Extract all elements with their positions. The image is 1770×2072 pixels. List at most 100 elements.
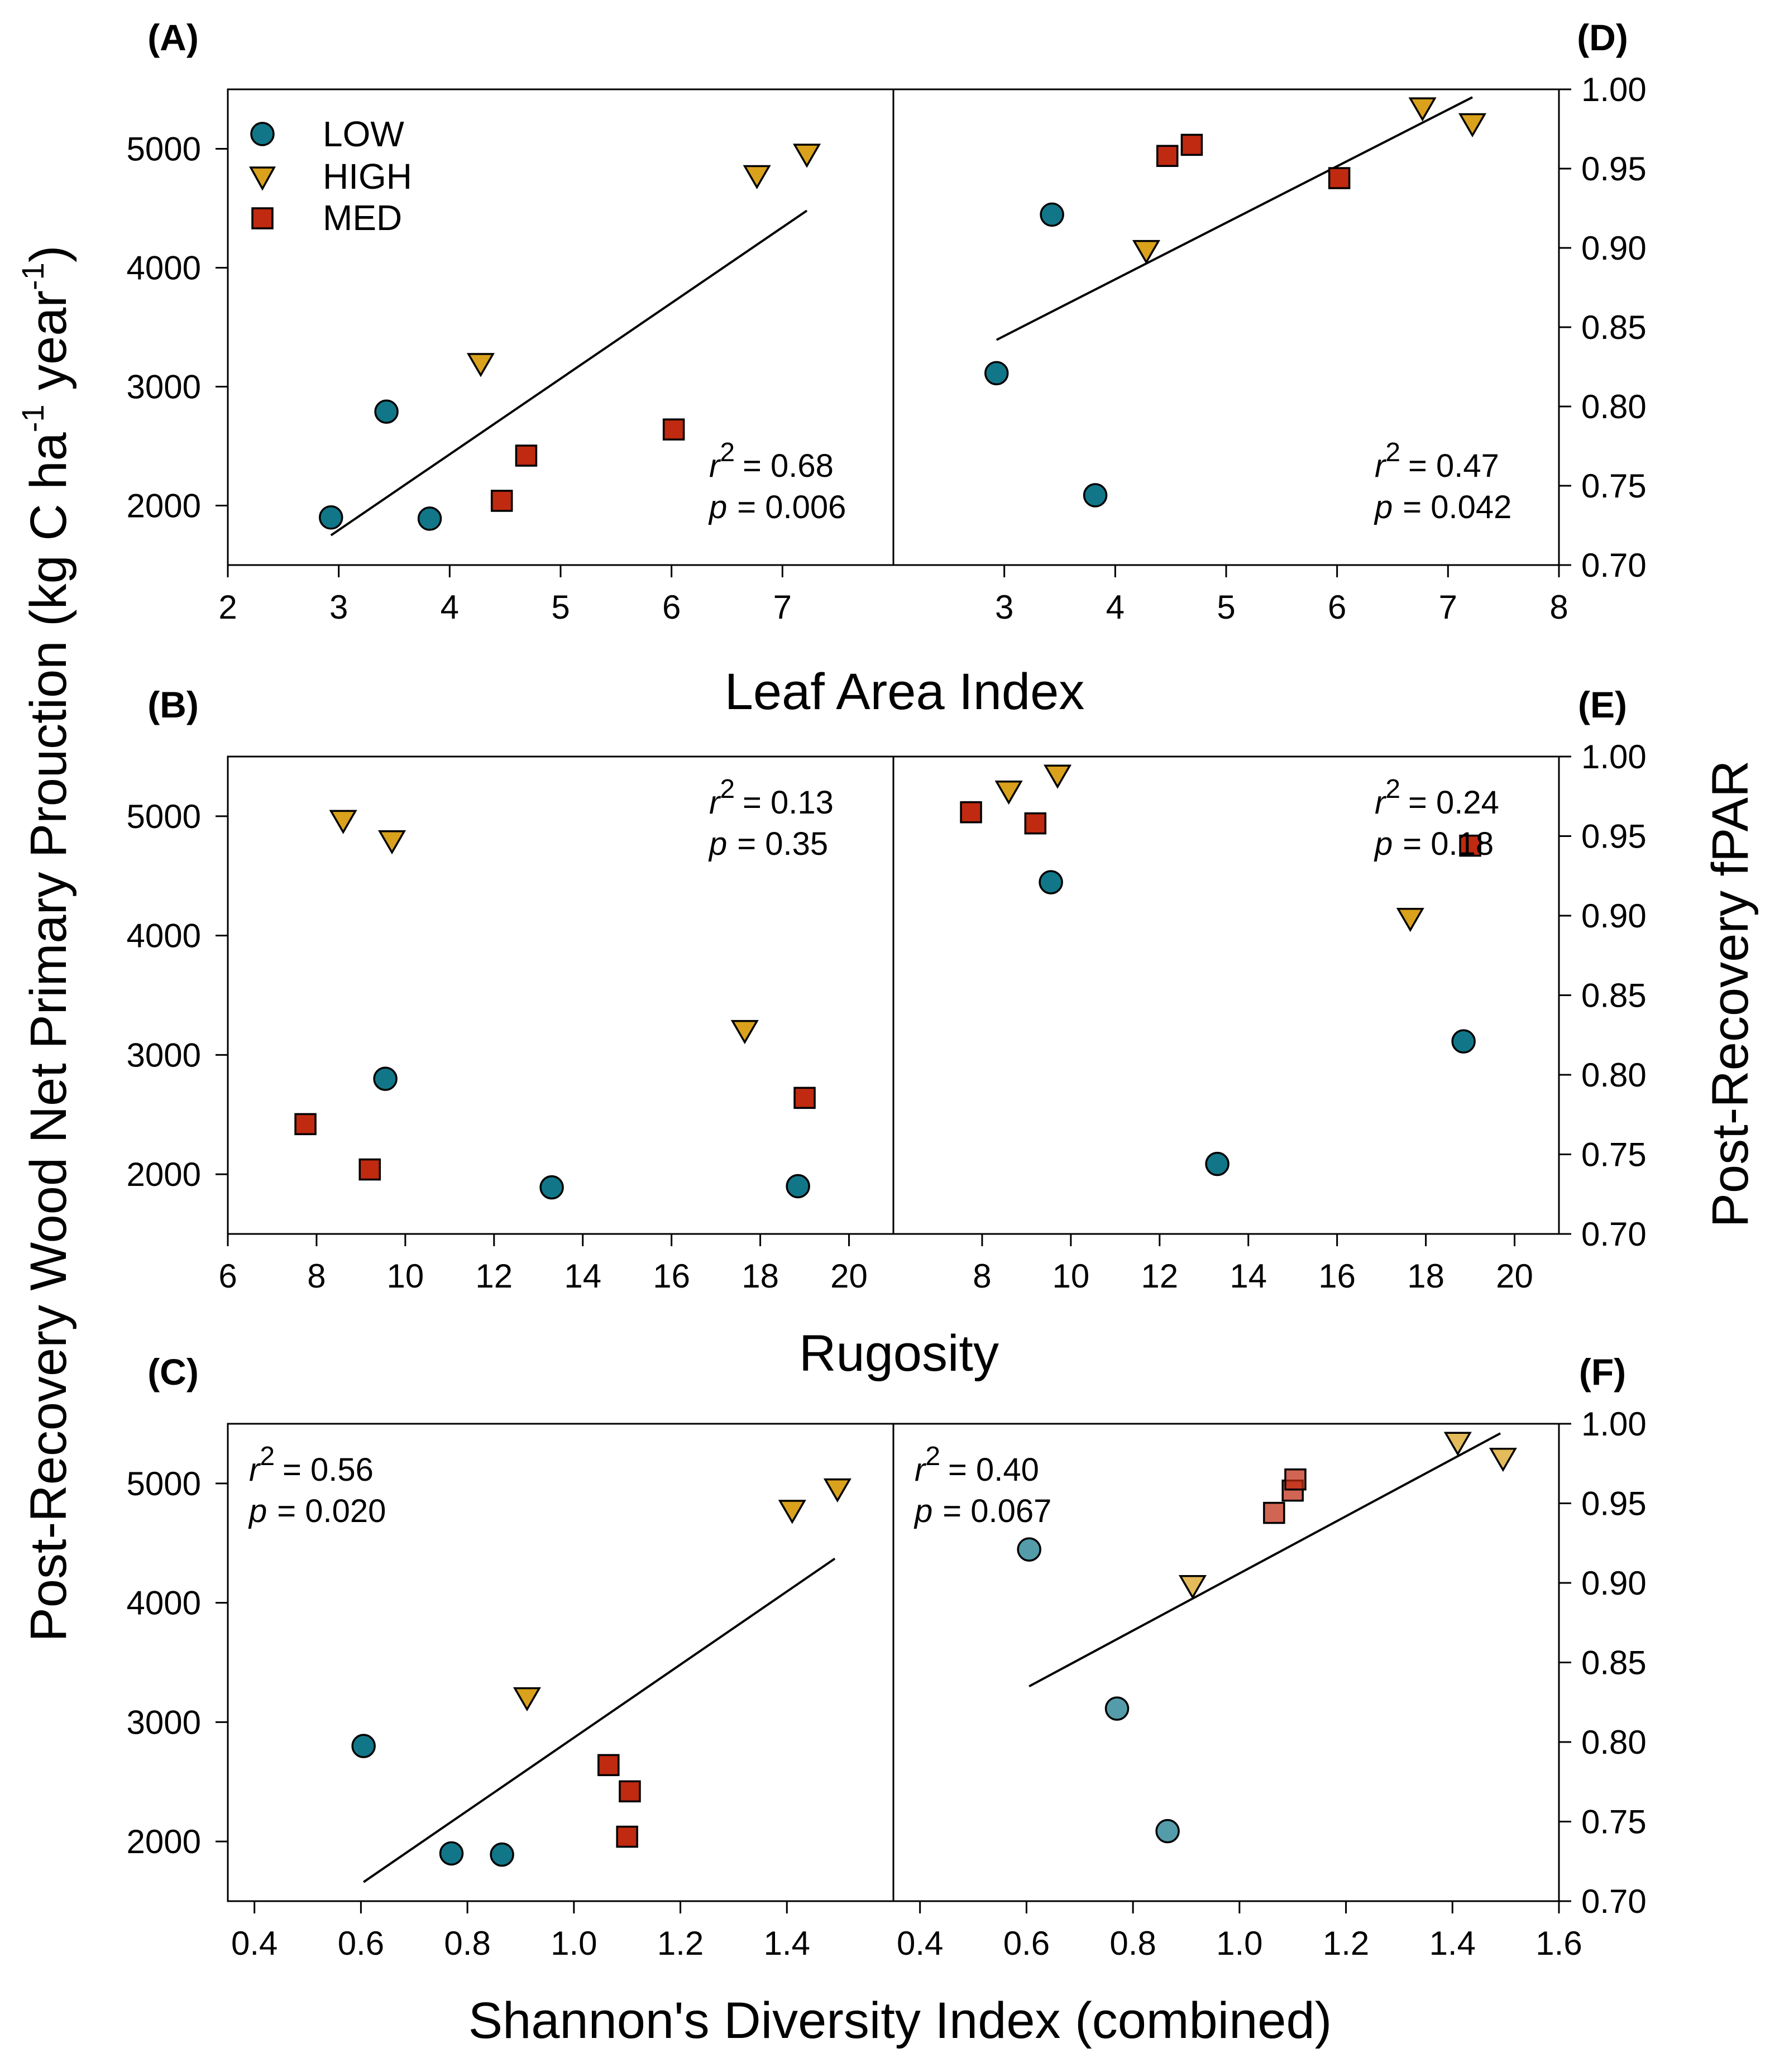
x-tick-label: 20 — [830, 1257, 868, 1295]
x-tick-label: 5 — [1217, 588, 1235, 626]
y-tick-label: 4000 — [127, 1585, 201, 1622]
point-high — [513, 1687, 541, 1712]
point-low — [1039, 870, 1063, 894]
y-tick-label: 0.95 — [1581, 1485, 1647, 1523]
point-med — [960, 801, 982, 824]
x-tick-label: 4 — [1106, 588, 1125, 626]
point-high — [778, 1500, 806, 1524]
x-tick-label: 18 — [1407, 1257, 1444, 1295]
legend-marker-low — [250, 122, 275, 146]
x-tick-label: 10 — [1052, 1257, 1089, 1295]
x-tick-label: 3 — [995, 588, 1013, 626]
panel-e: (E) 8 10 12 14 16 18 20 0.70 0.75 0.80 0.85 0.90 0.95… — [960, 684, 1647, 1295]
y-tick-label: 1.00 — [1581, 1405, 1647, 1443]
y-tick-label: 0.90 — [1581, 229, 1647, 267]
panel-label: (E) — [1578, 684, 1627, 725]
point-high — [1489, 1447, 1517, 1472]
y-axis-label-left: Post-Recovery Wood Net Primary Prouction… — [15, 246, 77, 1642]
y-tick-label: 0.80 — [1581, 1056, 1647, 1094]
r-squared-label: r2 = 0.40 — [915, 1442, 1039, 1488]
legend-label-med: MED — [323, 198, 402, 238]
x-tick-label: 1.6 — [1535, 1925, 1582, 1962]
x-tick-label: 0.4 — [231, 1925, 278, 1962]
point-low — [439, 1841, 464, 1866]
panel-f: (F) 0.4 0.6 0.8 1.0 1.2 1.4 1.6 0.70 0.75 0.80 0.85… — [897, 1351, 1647, 1962]
x-tick-label: 2 — [218, 588, 237, 626]
point-med — [490, 490, 513, 512]
y-tick-label: 0.70 — [1581, 1216, 1647, 1253]
point-low — [1083, 483, 1108, 508]
point-low — [373, 1066, 398, 1091]
panel-label: (F) — [1579, 1351, 1626, 1393]
y-tick-label: 0.95 — [1581, 150, 1647, 188]
p-value-label: p = 0.006 — [708, 489, 846, 525]
x-tick-label: 1.0 — [551, 1925, 597, 1962]
legend-label-high: HIGH — [323, 156, 412, 197]
point-med — [662, 418, 685, 441]
regression-line — [330, 209, 808, 537]
x-tick-label: 1.4 — [1429, 1925, 1476, 1962]
x-tick-label: 10 — [386, 1257, 424, 1295]
x-tick-label: 1.0 — [1216, 1925, 1262, 1962]
r-squared-label: r2 = 0.24 — [1375, 774, 1499, 821]
y-tick-label: 5000 — [127, 131, 201, 168]
point-high — [1396, 907, 1424, 932]
legend: LOW HIGH MED — [249, 114, 412, 238]
panel-a: (A) 2 3 4 5 6 7 2000 3000 4000 5000 r2 = 0.68 p = 0.00… — [127, 17, 846, 626]
x-tick-label: 6 — [218, 1257, 237, 1295]
x-tick-label: 8 — [307, 1257, 326, 1295]
panel-b: (B) 6 8 10 12 14 16 18 20 2000 3000 4000 5000 r2 = 0.1… — [127, 684, 868, 1295]
regression-line — [1028, 1432, 1501, 1688]
x-tick-label: 4 — [441, 588, 459, 626]
point-med — [1328, 167, 1351, 189]
point-high — [730, 1020, 759, 1045]
panel-label: (A) — [147, 17, 199, 58]
x-tick-label: 0.6 — [338, 1925, 384, 1962]
y-tick-label: 0.80 — [1581, 388, 1647, 425]
point-high — [743, 165, 771, 189]
point-low — [1017, 1537, 1041, 1562]
r-squared-label: r2 = 0.56 — [249, 1442, 374, 1488]
x-tick-label: 7 — [773, 588, 792, 626]
y-tick-label: 0.75 — [1581, 1803, 1647, 1841]
x-tick-label: 0.8 — [444, 1925, 490, 1962]
r-squared-label: r2 = 0.47 — [1375, 438, 1499, 484]
point-high — [1132, 240, 1160, 265]
point-low — [1040, 202, 1064, 227]
y-tick-label: 4000 — [127, 250, 201, 287]
y-tick-label: 1.00 — [1581, 71, 1647, 108]
point-high — [994, 780, 1023, 805]
p-value-label: p = 0.18 — [1374, 826, 1494, 862]
panel-d: (D) 3 4 5 6 7 8 0.70 0.75 0.80 0.85 0.90 0.95 1.00 r2 =… — [984, 17, 1647, 626]
y-tick-label: 5000 — [127, 798, 201, 835]
y-tick-label: 0.95 — [1581, 818, 1647, 855]
x-tick-label: 18 — [742, 1257, 779, 1295]
x-tick-label: 0.8 — [1109, 1925, 1156, 1962]
point-med — [358, 1158, 381, 1181]
point-low — [1104, 1696, 1130, 1721]
x-axis-label-row-3: Shannon's Diversity Index (combined) — [468, 1992, 1332, 2049]
p-value-label: p = 0.35 — [708, 826, 828, 862]
point-high — [329, 810, 357, 834]
x-tick-label: 16 — [653, 1257, 690, 1295]
p-value-label: p = 0.020 — [248, 1493, 386, 1529]
y-tick-label: 0.85 — [1581, 1644, 1647, 1682]
legend-marker-med — [251, 207, 274, 229]
y-tick-label: 0.70 — [1581, 547, 1647, 584]
p-value-label: p = 0.067 — [913, 1493, 1051, 1529]
point-high — [1408, 97, 1437, 122]
x-tick-label: 0.4 — [897, 1925, 943, 1962]
x-tick-label: 20 — [1496, 1257, 1533, 1295]
p-value-label: p = 0.042 — [1374, 489, 1511, 525]
point-high — [1178, 1575, 1207, 1600]
x-tick-label: 12 — [1141, 1257, 1178, 1295]
x-tick-label: 8 — [973, 1257, 991, 1295]
point-med — [616, 1825, 638, 1848]
x-tick-label: 1.2 — [657, 1925, 704, 1962]
panels-layer: (A) 2 3 4 5 6 7 2000 3000 4000 5000 r2 = 0.68 p = 0.00… — [127, 17, 1647, 1962]
regression-line — [363, 1557, 836, 1883]
y-tick-label: 3000 — [127, 1703, 201, 1741]
x-tick-label: 3 — [329, 588, 348, 626]
x-tick-label: 5 — [551, 588, 570, 626]
